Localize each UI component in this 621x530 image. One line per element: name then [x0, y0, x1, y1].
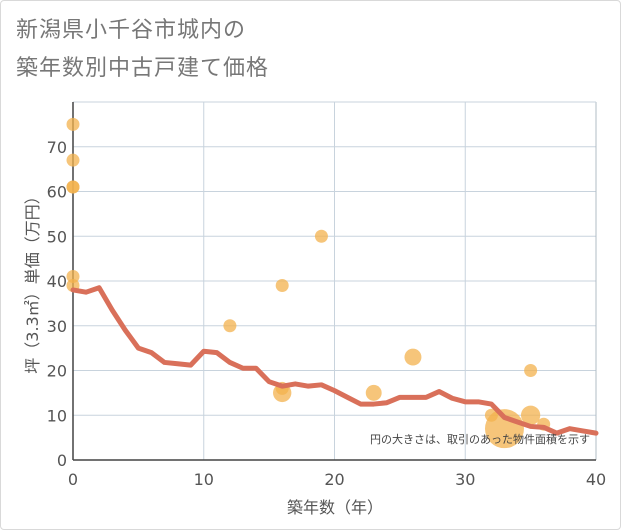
bubble-point [404, 348, 422, 366]
average-price-line [70, 285, 599, 436]
y-tick-label: 10 [47, 406, 67, 425]
y-tick-label: 20 [47, 362, 67, 381]
bubble-point [66, 270, 80, 284]
y-tick-label: 50 [47, 227, 67, 246]
x-tick-label: 40 [586, 470, 606, 489]
y-tick-label: 0 [57, 451, 67, 470]
y-axis-label: 坪（3.3㎡）単価（万円） [23, 188, 42, 373]
chart-title: 新潟県小千谷市城内の 築年数別中古戸建て価格 [16, 12, 269, 88]
bubble-point [66, 180, 80, 194]
average-line-layer [70, 285, 599, 436]
x-axis-label: 築年数（年） [287, 498, 383, 517]
x-tick-label: 20 [324, 470, 344, 489]
bubble-point [66, 117, 80, 131]
y-tick-label: 30 [47, 317, 67, 336]
bubble-point [314, 229, 328, 243]
bubble-point [365, 384, 382, 401]
bubble-point [66, 153, 80, 167]
x-tick-label: 10 [194, 470, 214, 489]
chart-title-line-1: 新潟県小千谷市城内の [16, 18, 247, 43]
chart-title-line-2: 築年数別中古戸建て価格 [16, 56, 270, 81]
tick-labels: 0 10 20 30 40 0 10 20 30 40 50 60 70 [47, 138, 607, 489]
y-tick-label: 70 [47, 138, 67, 157]
y-tick-label: 40 [47, 272, 67, 291]
bubble-point [275, 278, 289, 292]
bubble-size-note: 円の大きさは、取引のあった物件面積を示す [370, 432, 590, 446]
bubble-point [223, 319, 237, 333]
x-tick-label: 0 [68, 470, 78, 489]
bubble-point [520, 405, 541, 425]
x-tick-label: 30 [455, 470, 475, 489]
bubble-point [524, 364, 538, 377]
y-tick-label: 60 [47, 183, 67, 202]
